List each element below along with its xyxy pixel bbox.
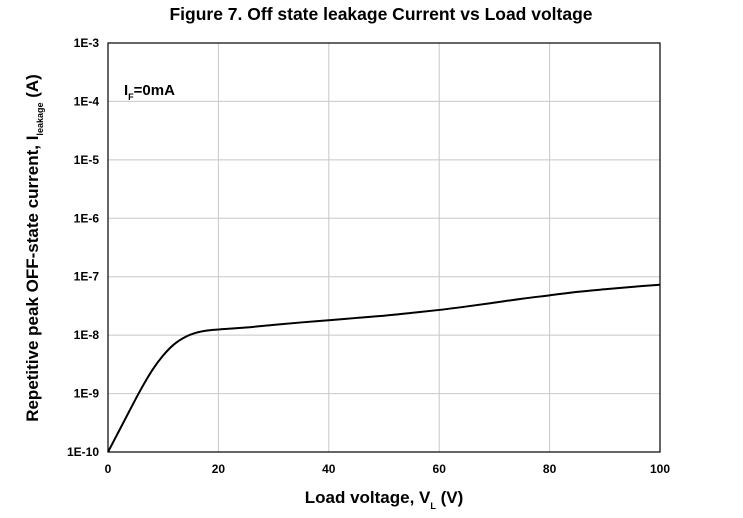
y-axis-label-main: Repetitive peak OFF-state current, I — [23, 136, 42, 422]
x-tick-label: 60 — [433, 462, 447, 476]
x-axis-label: Load voltage, VL (V) — [305, 488, 464, 511]
y-tick-label: 1E-8 — [74, 328, 100, 342]
y-axis-label-suffix: (A) — [23, 74, 42, 102]
plot-area — [107, 42, 661, 453]
x-tick-label: 0 — [105, 462, 112, 476]
y-tick-label: 1E-4 — [74, 94, 100, 108]
x-axis-ticks: 0 20 40 60 80 100 — [105, 462, 671, 476]
y-axis-label: Repetitive peak OFF-state current, Ileak… — [23, 74, 45, 422]
x-axis-label-suffix: (V) — [436, 488, 463, 507]
grid — [108, 43, 660, 452]
series-line — [107, 283, 661, 453]
annotation-main: I — [124, 82, 128, 99]
annotation-suffix: =0mA — [134, 82, 175, 99]
x-tick-label: 20 — [212, 462, 226, 476]
chart-title: Figure 7. Off state leakage Current vs L… — [169, 4, 592, 24]
y-axis-label-subscript: leakage — [35, 103, 45, 136]
x-tick-label: 100 — [650, 462, 670, 476]
y-tick-label: 1E-6 — [74, 211, 100, 225]
x-tick-label: 80 — [543, 462, 557, 476]
y-tick-label: 1E-7 — [74, 270, 100, 284]
y-tick-label: 1E-9 — [74, 387, 100, 401]
y-tick-label: 1E-5 — [74, 153, 100, 167]
y-tick-label: 1E-3 — [74, 36, 100, 50]
y-axis-ticks: 1E-10 1E-9 1E-8 1E-7 1E-6 1E-5 1E-4 1E-3 — [67, 36, 99, 459]
series-group — [107, 283, 661, 453]
annotation-subscript: F — [128, 92, 134, 102]
x-axis-label-main: Load voltage, V — [305, 488, 431, 507]
y-tick-label: 1E-10 — [67, 445, 99, 459]
x-axis-label-subscript: L — [430, 501, 436, 511]
x-tick-label: 40 — [322, 462, 336, 476]
annotation: IF=0mA — [124, 82, 175, 102]
